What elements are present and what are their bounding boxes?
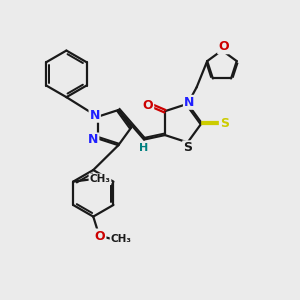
Text: CH₃: CH₃ xyxy=(89,174,110,184)
Text: O: O xyxy=(218,40,229,53)
Text: N: N xyxy=(184,96,194,109)
Text: O: O xyxy=(95,230,105,242)
Text: N: N xyxy=(89,109,100,122)
Text: N: N xyxy=(88,134,98,146)
Text: O: O xyxy=(142,99,153,112)
Text: S: S xyxy=(220,117,229,130)
Text: S: S xyxy=(183,141,192,154)
Text: CH₃: CH₃ xyxy=(110,234,131,244)
Text: H: H xyxy=(140,143,149,153)
